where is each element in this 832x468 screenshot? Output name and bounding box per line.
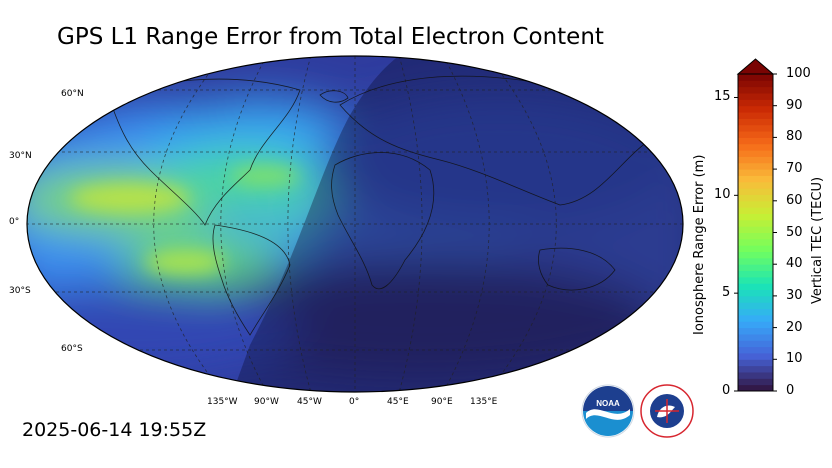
lon-label-90e: 90°E — [431, 397, 453, 407]
lon-label-0: 0° — [349, 397, 360, 407]
lon-label-135w: 135°W — [207, 397, 238, 407]
lat-label-30n: 30°N — [9, 151, 32, 161]
map-outline — [26, 55, 684, 393]
colorbar-right-tick-label: 70 — [786, 161, 803, 177]
graticule-meridian — [153, 56, 223, 392]
lon-label-90w: 90°W — [254, 397, 279, 407]
coastlines — [109, 75, 651, 336]
lat-label-0: 0° — [9, 217, 20, 227]
lon-label-45w: 45°W — [297, 397, 322, 407]
colorbar-right-tick-label: 60 — [786, 192, 803, 208]
lon-label-45e: 45°E — [387, 397, 409, 407]
colorbar-left-tick-label: 5 — [722, 285, 731, 301]
figure-title: GPS L1 Range Error from Total Electron C… — [57, 24, 604, 50]
colorbar-left-tick-label: 10 — [714, 187, 731, 203]
lon-label-135e: 135°E — [470, 397, 498, 407]
colorbar-right-axis-label: Vertical TEC (TECU) — [810, 176, 825, 304]
colorbar-right-tick-label: 50 — [786, 224, 803, 240]
noaa-logo: NOAA — [581, 384, 635, 438]
graticule-meridian — [398, 56, 423, 392]
lat-label-60s: 60°S — [61, 344, 83, 354]
colorbar-left-axis-label: Ionosphere Range Error (m) — [692, 154, 707, 335]
graticule-meridian — [220, 56, 267, 392]
colorbar-right-tick-label: 0 — [786, 383, 795, 398]
colorbar-right-tick-label: 20 — [786, 319, 803, 335]
graticule-meridian — [443, 56, 490, 392]
colorbar-right-tick-label: 40 — [786, 256, 803, 272]
nws-logo — [640, 384, 694, 438]
colorbar-right-tick-label: 30 — [786, 287, 803, 303]
colorbar-right-tick-label: 80 — [786, 129, 803, 145]
noaa-logo-text: NOAA — [596, 399, 620, 408]
agency-logos: NOAA — [581, 384, 694, 438]
colorbar-left-tick-label: 15 — [714, 89, 731, 105]
colorbar-right-tick-label: 90 — [786, 97, 803, 113]
tec-field — [27, 56, 683, 392]
graticule-meridian — [287, 56, 312, 392]
valid-time: 2025-06-14 19:55Z — [22, 419, 207, 441]
lat-label-60n: 60°N — [61, 89, 84, 99]
lat-label-30s: 30°S — [9, 286, 31, 296]
graticule-meridian — [487, 56, 557, 392]
colorbar-right-tick-label: 100 — [786, 66, 811, 81]
colorbar-right-tick-label: 10 — [786, 351, 803, 367]
colorbar-left-tick-label: 0 — [722, 383, 731, 398]
